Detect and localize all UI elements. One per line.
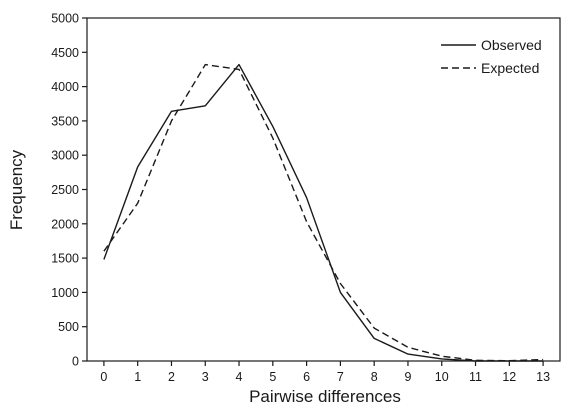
y-tick-label: 4500 [51,46,79,60]
y-tick-label: 1500 [51,252,79,266]
x-axis-title: Pairwise differences [249,387,401,406]
y-tick-label: 5000 [51,12,79,26]
x-tick-label: 4 [236,370,243,384]
legend-label-observed: Observed [481,37,542,53]
x-tick-label: 12 [502,370,516,384]
x-tick-label: 8 [371,370,378,384]
y-tick-label: 3000 [51,149,79,163]
x-tick-label: 10 [435,370,449,384]
x-tick-label: 1 [134,370,141,384]
y-axis-title: Frequency [7,149,26,230]
x-tick-label: 7 [337,370,344,384]
x-tick-label: 11 [469,370,482,384]
x-tick-label: 2 [168,370,175,384]
y-tick-label: 4000 [51,80,79,94]
y-tick-label: 2500 [51,183,79,197]
y-axis: 0 500 1000 1500 2000 2500 3000 3500 4000 4500 5000 [51,12,87,369]
x-tick-label: 6 [303,370,310,384]
x-tick-label: 3 [202,370,209,384]
legend: Observed Expected [441,37,542,76]
legend-label-expected: Expected [481,60,539,76]
series-layer [103,63,544,362]
y-tick-label: 0 [72,355,79,369]
x-axis: 0 1 2 3 4 5 6 7 8 9 10 11 12 13 [100,361,550,384]
series-line-observed [103,63,544,362]
series-line-expected [103,63,544,362]
x-tick-label: 9 [404,370,411,384]
y-tick-label: 1000 [51,286,79,300]
x-tick-label: 13 [536,370,550,384]
x-tick-label: 0 [100,370,107,384]
y-tick-label: 500 [58,320,79,334]
y-tick-label: 3500 [51,114,79,128]
y-tick-label: 2000 [51,217,79,231]
x-tick-label: 5 [269,370,276,384]
